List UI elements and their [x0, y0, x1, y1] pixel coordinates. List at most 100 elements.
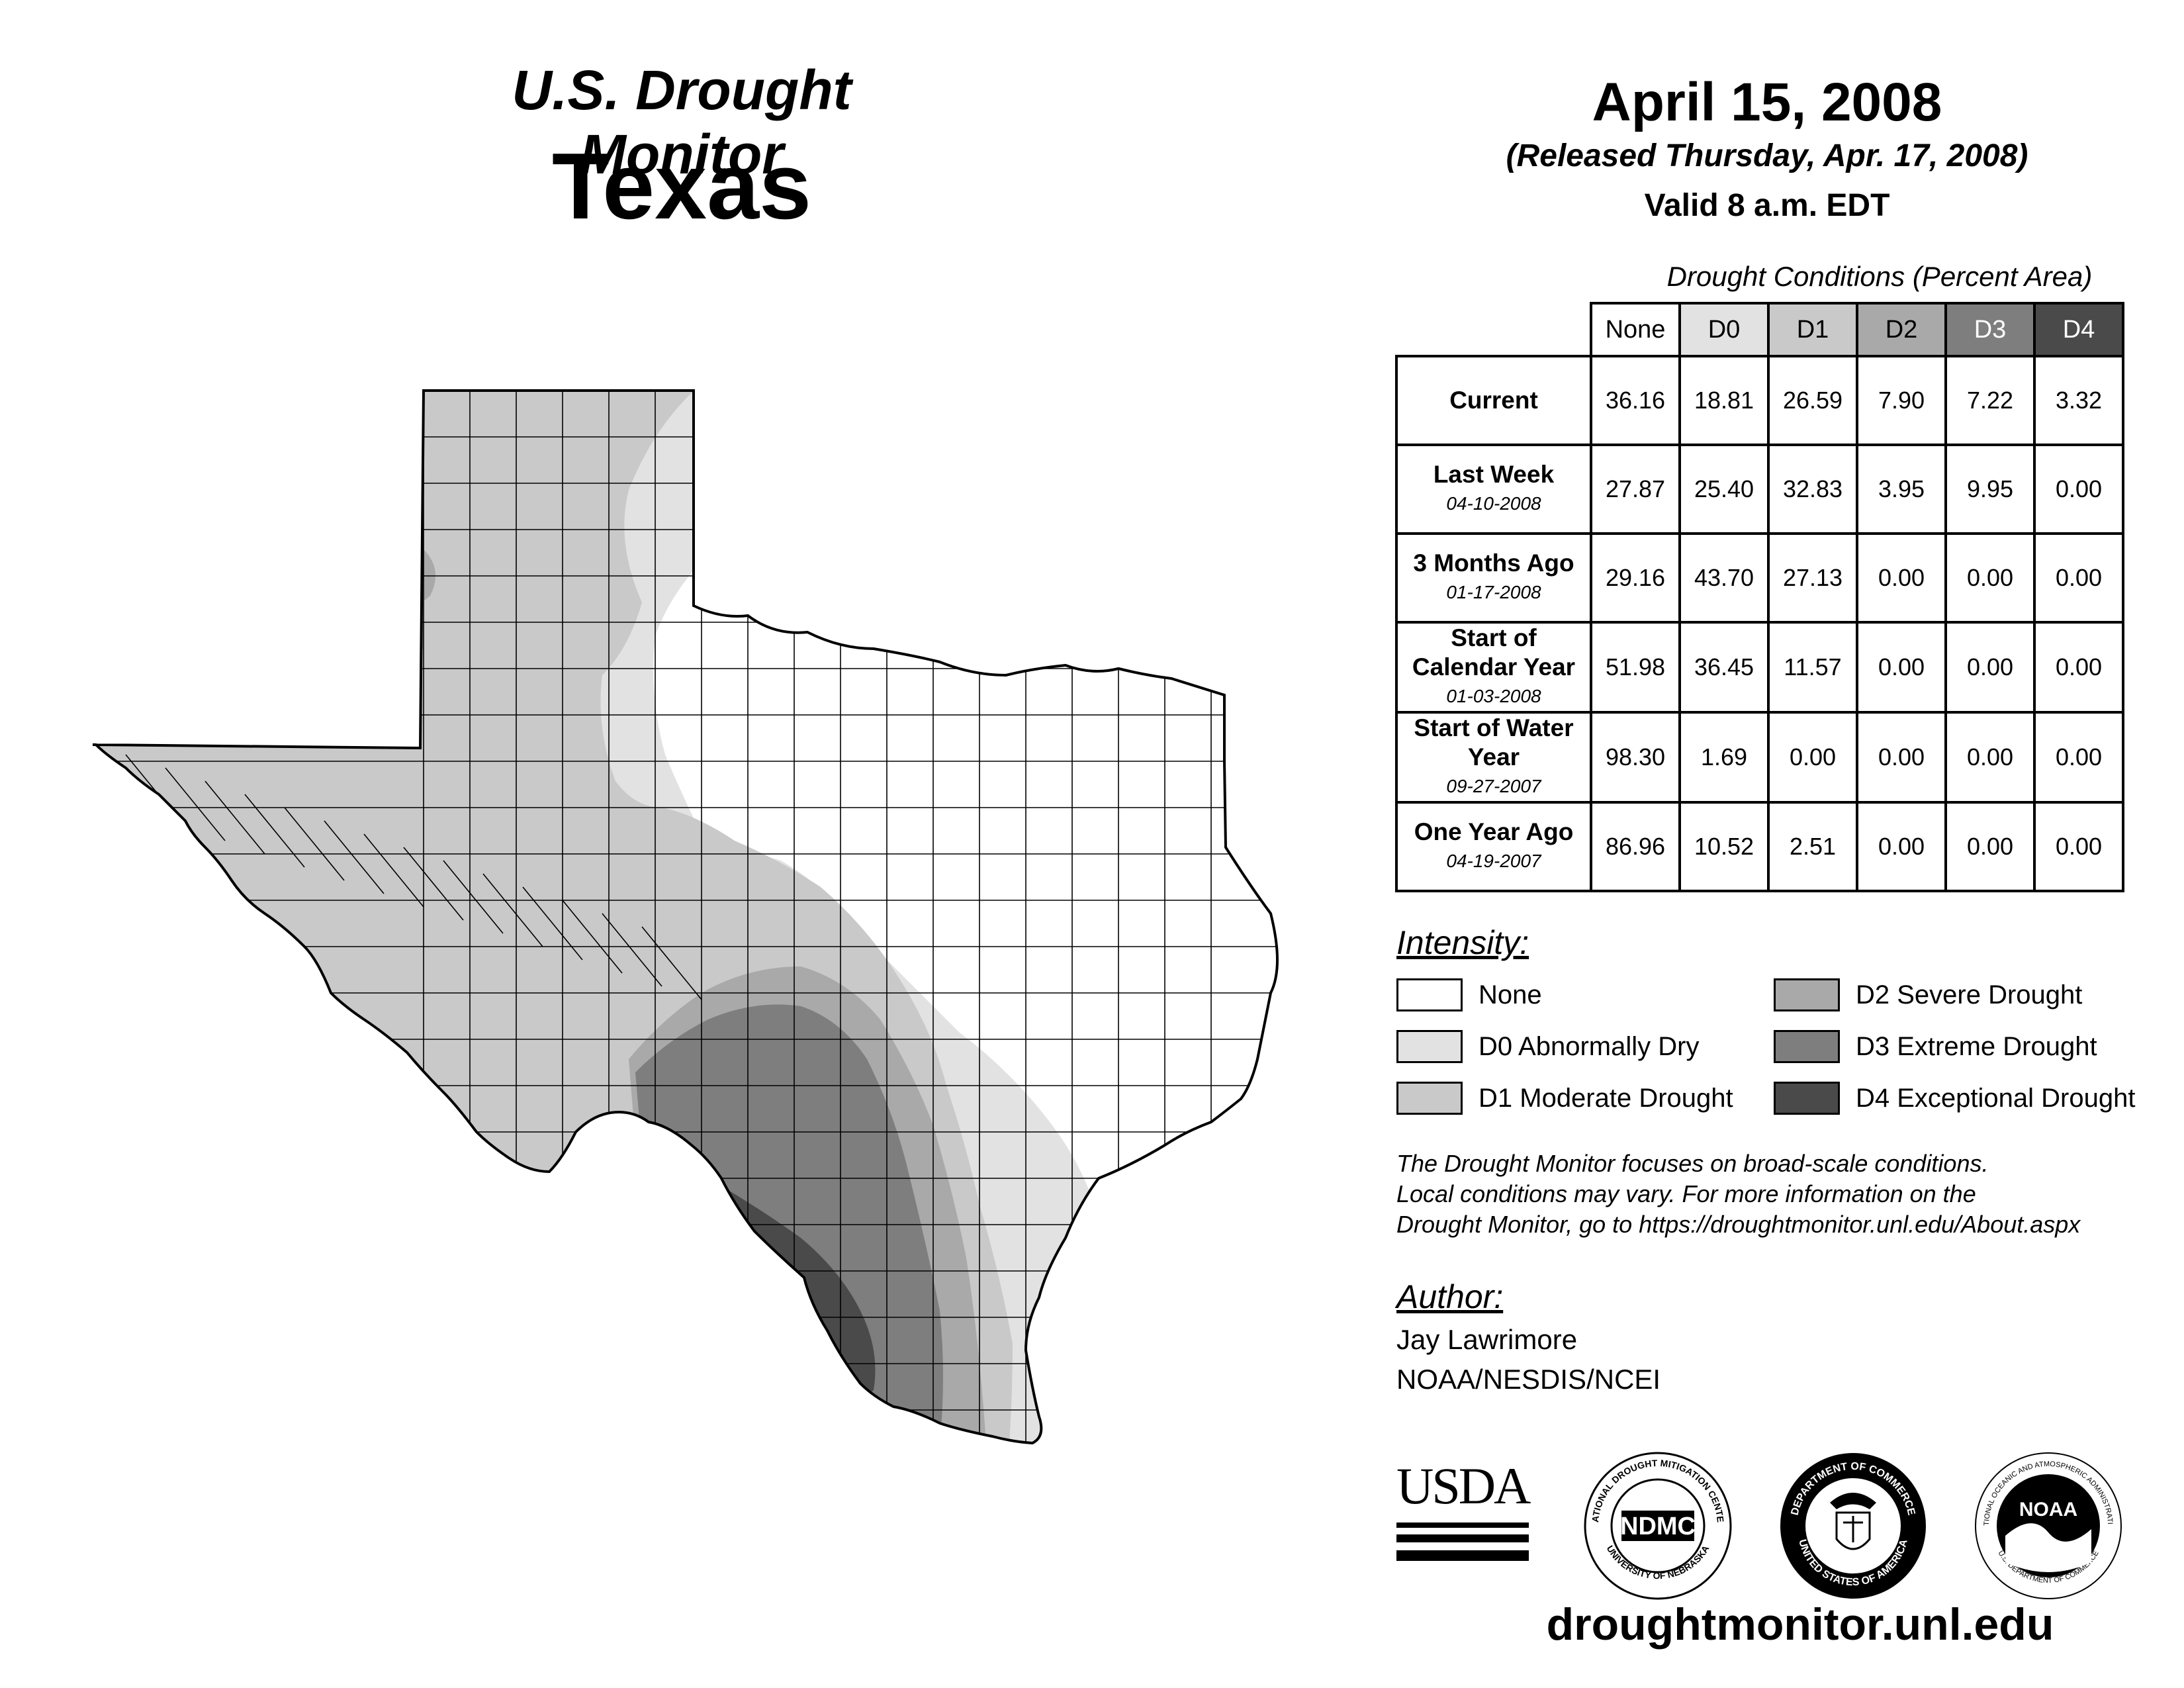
- col-header-none: None: [1590, 302, 1681, 357]
- table-cell: 7.90: [1856, 355, 1947, 446]
- author-name: Jay Lawrimore: [1396, 1324, 1578, 1355]
- legend-item-d0: D0 Abnormally Dry: [1396, 1030, 1699, 1063]
- usda-logo-bar: [1396, 1523, 1529, 1528]
- table-cell: 7.22: [1944, 355, 2036, 446]
- table-cell: 2.51: [1767, 801, 1858, 892]
- table-row: Start of Calendar Year 01-03-2008 51.98 36.…: [1395, 621, 2124, 714]
- table-cell: 27.13: [1767, 532, 1858, 624]
- table-cell: 0.00: [1944, 801, 2036, 892]
- legend-label: D4 Exceptional Drought: [1856, 1083, 2136, 1113]
- table-cell: 3.95: [1856, 444, 1947, 535]
- intensity-title: Intensity:: [1396, 924, 1529, 961]
- disclaimer: The Drought Monitor focuses on broad-sca…: [1396, 1149, 2177, 1240]
- row-label: Start of Water Year 09-27-2007: [1395, 711, 1592, 804]
- legend-item-d4: D4 Exceptional Drought: [1774, 1082, 2135, 1115]
- legend-item-d3: D3 Extreme Drought: [1774, 1030, 2097, 1063]
- table-row: Last Week 04-10-2008 27.87 25.40 32.83 3.95 9.…: [1395, 444, 2124, 535]
- row-date: 04-10-2008: [1446, 493, 1541, 514]
- table-cell: 98.30: [1590, 711, 1681, 804]
- table-cell: 0.00: [1944, 621, 2036, 714]
- col-header-d4: D4: [2033, 302, 2124, 357]
- table-cell: 32.83: [1767, 444, 1858, 535]
- legend-item-d1: D1 Moderate Drought: [1396, 1082, 1733, 1115]
- row-date: 09-27-2007: [1446, 776, 1541, 796]
- table-corner: [1396, 303, 1592, 357]
- table-cell: 0.00: [1856, 801, 1947, 892]
- legend-swatch-d0: [1396, 1030, 1463, 1063]
- map-date: April 15, 2008: [1592, 72, 1942, 132]
- table-cell: 0.00: [1944, 711, 2036, 804]
- table-cell: 43.70: [1678, 532, 1770, 624]
- row-date: 01-03-2008: [1446, 686, 1541, 706]
- usda-logo: USDA: [1396, 1457, 1531, 1515]
- legend-label: D1 Moderate Drought: [1479, 1083, 1733, 1113]
- row-label: 3 Months Ago 01-17-2008: [1395, 532, 1592, 624]
- table-cell: 0.00: [1767, 711, 1858, 804]
- table-cell: 0.00: [1944, 532, 2036, 624]
- usda-logo-bar: [1396, 1534, 1529, 1542]
- row-label: Start of Calendar Year 01-03-2008: [1395, 621, 1592, 714]
- disclaimer-line: The Drought Monitor focuses on broad-sca…: [1396, 1150, 1989, 1177]
- table-cell: 11.57: [1767, 621, 1858, 714]
- table-row: Start of Water Year 09-27-2007 98.30 1.69 0.…: [1395, 711, 2124, 804]
- release-date: (Released Thursday, Apr. 17, 2008): [1506, 138, 2028, 173]
- col-header-d1: D1: [1767, 302, 1858, 357]
- legend-swatch-d4: [1774, 1082, 1840, 1115]
- table-cell: 25.40: [1678, 444, 1770, 535]
- table-cell: 18.81: [1678, 355, 1770, 446]
- drought-conditions-table: None D0 D1 D2 D3 D4 Current 36.16 18.81 26.…: [1395, 302, 2124, 892]
- noaa-logo: NATIONAL OCEANIC AND ATMOSPHERIC ADMINIS…: [1972, 1450, 2122, 1599]
- row-label: One Year Ago 04-19-2007: [1395, 801, 1592, 892]
- author-title: Author:: [1396, 1278, 1504, 1315]
- noaa-text: NOAA: [2019, 1499, 2077, 1521]
- disclaimer-line: Local conditions may vary. For more info…: [1396, 1180, 1976, 1207]
- texas-outline: [92, 389, 1279, 1445]
- row-label-text: 3 Months Ago: [1413, 549, 1574, 577]
- table-cell: 10.52: [1678, 801, 1770, 892]
- legend-swatch-d1: [1396, 1082, 1463, 1115]
- department-of-commerce-seal: DEPARTMENT OF COMMERCE UNITED STATES OF …: [1780, 1453, 1926, 1599]
- table-cell: 51.98: [1590, 621, 1681, 714]
- table-cell: 86.96: [1590, 801, 1681, 892]
- col-header-d0: D0: [1678, 302, 1770, 357]
- row-label: Last Week 04-10-2008: [1395, 444, 1592, 535]
- noaa-bird-icon: [2005, 1523, 2091, 1572]
- row-label: Current: [1395, 355, 1592, 446]
- usda-logo-bar: [1396, 1550, 1529, 1561]
- legend-item-d2: D2 Severe Drought: [1774, 978, 2082, 1011]
- table-cell: 0.00: [2033, 532, 2124, 624]
- website-url[interactable]: droughtmonitor.unl.edu: [1546, 1599, 2054, 1650]
- legend-label: D3 Extreme Drought: [1856, 1031, 2097, 1061]
- table-cell: 9.95: [1944, 444, 2036, 535]
- table-cell: 0.00: [2033, 621, 2124, 714]
- row-date: 04-19-2007: [1446, 851, 1541, 871]
- table-cell: 36.16: [1590, 355, 1681, 446]
- table-header-row: None D0 D1 D2 D3 D4: [1396, 302, 2124, 357]
- table-cell: 0.00: [1856, 532, 1947, 624]
- ndmc-logo: NATIONAL DROUGHT MITIGATION CENTER UNIVE…: [1582, 1450, 1732, 1600]
- row-label-text: Start of Calendar Year: [1412, 624, 1576, 680]
- table-cell: 29.16: [1590, 532, 1681, 624]
- table-cell: 3.32: [2033, 355, 2124, 446]
- table-row: One Year Ago 04-19-2007 86.96 10.52 2.51 0.00…: [1395, 801, 2124, 892]
- d2-area: [93, 549, 435, 728]
- table-cell: 0.00: [2033, 801, 2124, 892]
- valid-time: Valid 8 a.m. EDT: [1644, 188, 1890, 223]
- author-organization: NOAA/NESDIS/NCEI: [1396, 1364, 1661, 1395]
- legend-swatch-none: [1396, 978, 1463, 1011]
- table-cell: 26.59: [1767, 355, 1858, 446]
- table-cell: 27.87: [1590, 444, 1681, 535]
- row-label-text: Last Week: [1433, 461, 1555, 488]
- col-header-d3: D3: [1944, 302, 2036, 357]
- table-cell: 0.00: [1856, 621, 1947, 714]
- legend-label: D2 Severe Drought: [1856, 980, 2083, 1009]
- legend-label: D0 Abnormally Dry: [1479, 1031, 1700, 1061]
- texas-drought-map: [92, 389, 1279, 1445]
- table-cell: 1.69: [1678, 711, 1770, 804]
- table-cell: 0.00: [1856, 711, 1947, 804]
- col-header-d2: D2: [1856, 302, 1947, 357]
- legend-item-none: None: [1396, 978, 1542, 1011]
- state-name: Texas: [551, 134, 812, 239]
- disclaimer-line: Drought Monitor, go to https://droughtmo…: [1396, 1211, 2081, 1238]
- table-cell: 0.00: [2033, 711, 2124, 804]
